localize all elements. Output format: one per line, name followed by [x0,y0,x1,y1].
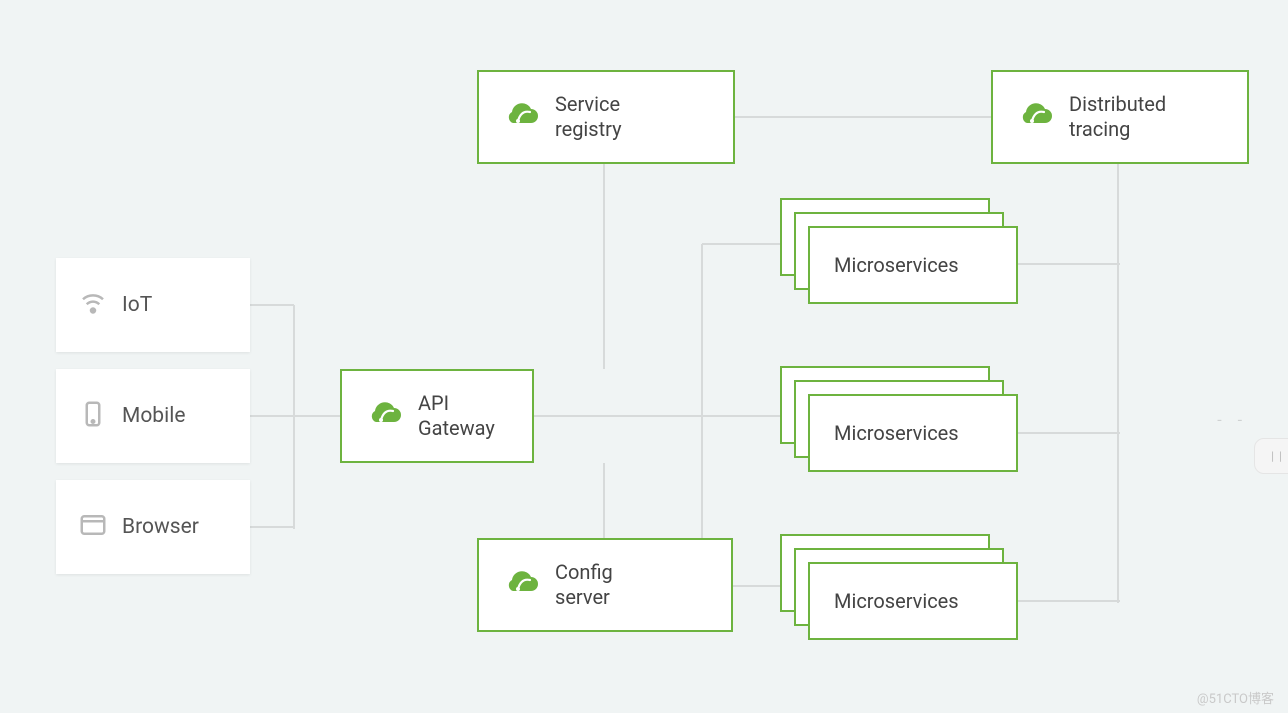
node-label: API Gateway [418,391,495,441]
edge-gw-registry-v [603,164,605,369]
ellipsis-decoration: - - [1217,410,1248,429]
edge-ms2-tracing-h [1012,432,1120,434]
edge-ms1-tracing-h [1012,263,1120,265]
node-browser: Browser [56,480,250,574]
cloud-icon [1015,99,1055,135]
edge-tracing-down [1117,164,1119,603]
node-label: Browser [122,514,199,540]
cloud-icon [364,398,404,434]
node-mobile: Mobile [56,369,250,463]
node-api-gateway: API Gateway [340,369,534,463]
cloud-icon [501,567,541,603]
node-label: Distributed tracing [1069,92,1166,142]
browser-icon [78,510,108,544]
edge-gw-config-v [603,463,605,538]
edge-registry-tracing [735,116,991,118]
edge-browser-out [250,526,294,528]
edge-ms3-tracing-h [1012,600,1120,602]
node-label: Config server [555,560,613,610]
node-iot: IoT [56,258,250,352]
architecture-diagram: IoT Mobile Browser API Gatewa [0,0,1288,713]
node-config-server: Config server [477,538,733,632]
edge-client-bus [293,305,295,529]
edge-mobile-out [250,415,340,417]
node-microservices-3: Microservices [780,534,1018,644]
cloud-icon [501,99,541,135]
node-label: IoT [122,292,152,318]
node-label: Microservices [834,589,959,613]
watermark: @51CTO博客 [1197,688,1274,707]
wifi-icon [78,288,108,322]
edge-bus-ms1-v [701,244,703,416]
node-label: Microservices [834,421,959,445]
side-widget: | | [1254,438,1288,474]
node-label: Microservices [834,253,959,277]
node-label: Mobile [122,403,185,429]
edge-iot-out [250,304,294,306]
node-service-registry: Service registry [477,70,735,164]
node-microservices-2: Microservices [780,366,1018,476]
node-microservices-1: Microservices [780,198,1018,308]
mobile-icon [78,399,108,433]
edge-gw-right [534,415,808,417]
node-distributed-tracing: Distributed tracing [991,70,1249,164]
node-label: Service registry [555,92,622,142]
